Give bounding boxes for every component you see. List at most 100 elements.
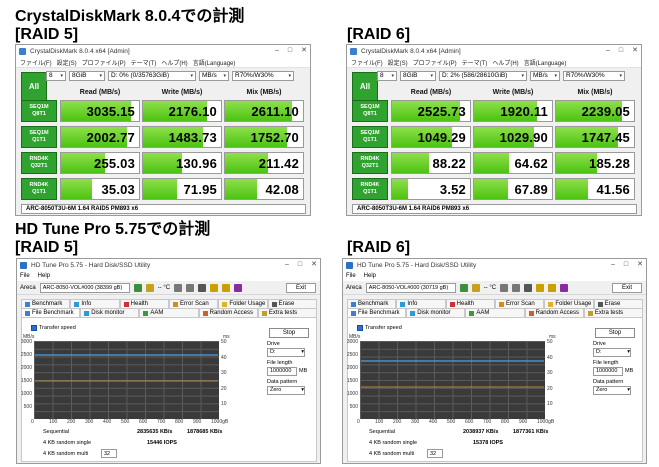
tab-aam[interactable]: AAM <box>465 308 525 317</box>
count-select[interactable]: 8 ▾ <box>46 71 66 81</box>
menu-item[interactable]: 言語(Language) <box>192 60 236 67</box>
unit-select[interactable]: MB/s ▾ <box>530 71 560 81</box>
drive-dropdown[interactable]: D: ▾ <box>267 348 305 357</box>
transfer-speed-checkbox[interactable]: Transfer speed <box>31 325 76 331</box>
key-icon[interactable] <box>536 283 545 292</box>
menu-item[interactable]: ヘルプ(H) <box>161 60 188 67</box>
maximize-icon[interactable]: □ <box>618 47 624 54</box>
menu-item[interactable]: テーマ(T) <box>130 60 157 67</box>
test-button-2[interactable]: RND4K Q32T1 <box>352 152 388 174</box>
drive-dropdown[interactable]: D: ▾ <box>593 348 631 357</box>
transfer-speed-checkbox[interactable]: Transfer speed <box>357 325 402 331</box>
tab-extra-tests[interactable]: Extra tests <box>257 308 318 317</box>
tab-folder-usage[interactable]: Folder Usage <box>218 299 268 308</box>
menu-item[interactable]: 設定(S) <box>387 60 408 67</box>
minimize-icon[interactable]: – <box>605 47 610 54</box>
options-icon[interactable] <box>548 283 557 292</box>
menu-item[interactable]: File <box>346 273 356 279</box>
camera-icon[interactable] <box>198 283 207 292</box>
queue-depth-select[interactable]: 32 <box>427 449 443 458</box>
maximize-icon[interactable]: □ <box>287 47 293 54</box>
download-icon[interactable] <box>560 283 569 292</box>
tab-file-benchmark[interactable]: File Benchmark <box>21 308 81 317</box>
tab-health[interactable]: Health <box>445 299 495 308</box>
minimize-icon[interactable]: – <box>284 261 289 268</box>
exit-button[interactable]: Exit <box>612 282 642 293</box>
close-icon[interactable]: ✕ <box>311 261 317 268</box>
tab-info[interactable]: Info <box>70 299 120 308</box>
tab-benchmark[interactable]: Benchmark <box>347 299 397 308</box>
tab-aam[interactable]: AAM <box>139 308 199 317</box>
file-length-input[interactable]: 1000000 <box>593 367 623 376</box>
tab-erase[interactable]: Erase <box>267 299 317 308</box>
menu-item[interactable]: ファイル(F) <box>20 60 52 67</box>
minimize-icon[interactable]: – <box>610 261 615 268</box>
close-icon[interactable]: ✕ <box>632 47 638 54</box>
drive-select[interactable]: ARC-8050-VOL#000 (38399 gB) <box>39 282 130 293</box>
drive-select[interactable]: D: 0% (0/35763GiB) ▾ <box>108 71 196 81</box>
test-button-3[interactable]: RND4K Q1T1 <box>21 178 57 200</box>
camera-icon[interactable] <box>524 283 533 292</box>
maximize-icon[interactable]: □ <box>297 261 303 268</box>
tab-folder-usage[interactable]: Folder Usage <box>544 299 594 308</box>
tab-disk-monitor[interactable]: Disk monitor <box>406 308 466 317</box>
tab-erase[interactable]: Erase <box>593 299 643 308</box>
menu-item[interactable]: 設定(S) <box>56 60 77 67</box>
file-length-input[interactable]: 1000000 <box>267 367 297 376</box>
tab-random-access[interactable]: Random Access <box>524 308 584 317</box>
unit-select[interactable]: MB/s ▾ <box>199 71 229 81</box>
tab-random-access[interactable]: Random Access <box>198 308 258 317</box>
stop-button[interactable]: Stop <box>595 328 635 338</box>
download-icon[interactable] <box>234 283 243 292</box>
profile-select[interactable]: R70%/W30% ▾ <box>563 71 625 81</box>
menu-item[interactable]: Help <box>37 273 51 279</box>
menu-item[interactable]: プロファイル(P) <box>412 60 457 67</box>
test-button-1[interactable]: SEQ1M Q1T1 <box>352 126 388 148</box>
drive-select[interactable]: ARC-8050-VOL#000 (30719 gB) <box>365 282 456 293</box>
test-button-0[interactable]: SEQ1M Q8T1 <box>21 100 57 122</box>
data-pattern-dropdown[interactable]: Zero ▾ <box>267 386 305 395</box>
tab-file-benchmark[interactable]: File Benchmark <box>347 308 407 317</box>
test-button-2[interactable]: RND4K Q32T1 <box>21 152 57 174</box>
options-icon[interactable] <box>222 283 231 292</box>
tab-health[interactable]: Health <box>119 299 169 308</box>
profile-select[interactable]: R70%/W30% ▾ <box>232 71 294 81</box>
save-icon[interactable] <box>512 283 521 292</box>
menu-item[interactable]: プロファイル(P) <box>81 60 126 67</box>
comment-field[interactable]: ARC-8050T3U-6M 1.64 RAID6 PM893 x6 <box>352 204 637 214</box>
copy-icon[interactable] <box>500 283 509 292</box>
menu-item[interactable]: File <box>20 273 30 279</box>
save-icon[interactable] <box>186 283 195 292</box>
maximize-icon[interactable]: □ <box>623 261 629 268</box>
minimize-icon[interactable]: – <box>274 47 279 54</box>
count-select[interactable]: 8 ▾ <box>377 71 397 81</box>
tab-disk-monitor[interactable]: Disk monitor <box>80 308 140 317</box>
exit-button[interactable]: Exit <box>286 282 316 293</box>
copy-icon[interactable] <box>174 283 183 292</box>
tab-benchmark[interactable]: Benchmark <box>21 299 71 308</box>
menu-item[interactable]: ファイル(F) <box>351 60 383 67</box>
test-button-1[interactable]: SEQ1M Q1T1 <box>21 126 57 148</box>
menu-item[interactable]: 言語(Language) <box>523 60 567 67</box>
menu-item[interactable]: テーマ(T) <box>461 60 488 67</box>
drive-select[interactable]: D: 2% (586/28610GiB) ▾ <box>439 71 527 81</box>
close-icon[interactable]: ✕ <box>301 47 307 54</box>
test-button-0[interactable]: SEQ1M Q8T1 <box>352 100 388 122</box>
all-button[interactable]: All <box>21 72 47 101</box>
close-icon[interactable]: ✕ <box>637 261 643 268</box>
menu-item[interactable]: ヘルプ(H) <box>492 60 519 67</box>
size-select[interactable]: 8GiB ▾ <box>400 71 436 81</box>
tab-info[interactable]: Info <box>396 299 446 308</box>
tab-error-scan[interactable]: Error Scan <box>494 299 545 308</box>
stop-button[interactable]: Stop <box>269 328 309 338</box>
queue-depth-select[interactable]: 32 <box>101 449 117 458</box>
tab-error-scan[interactable]: Error Scan <box>168 299 219 308</box>
test-button-3[interactable]: RND4K Q1T1 <box>352 178 388 200</box>
menu-item[interactable]: Help <box>363 273 377 279</box>
data-pattern-dropdown[interactable]: Zero ▾ <box>593 386 631 395</box>
tab-extra-tests[interactable]: Extra tests <box>583 308 644 317</box>
key-icon[interactable] <box>210 283 219 292</box>
size-select[interactable]: 8GiB ▾ <box>69 71 105 81</box>
all-button[interactable]: All <box>352 72 378 101</box>
comment-field[interactable]: ARC-8050T3U-6M 1.64 RAID5 PM893 x6 <box>21 204 306 214</box>
